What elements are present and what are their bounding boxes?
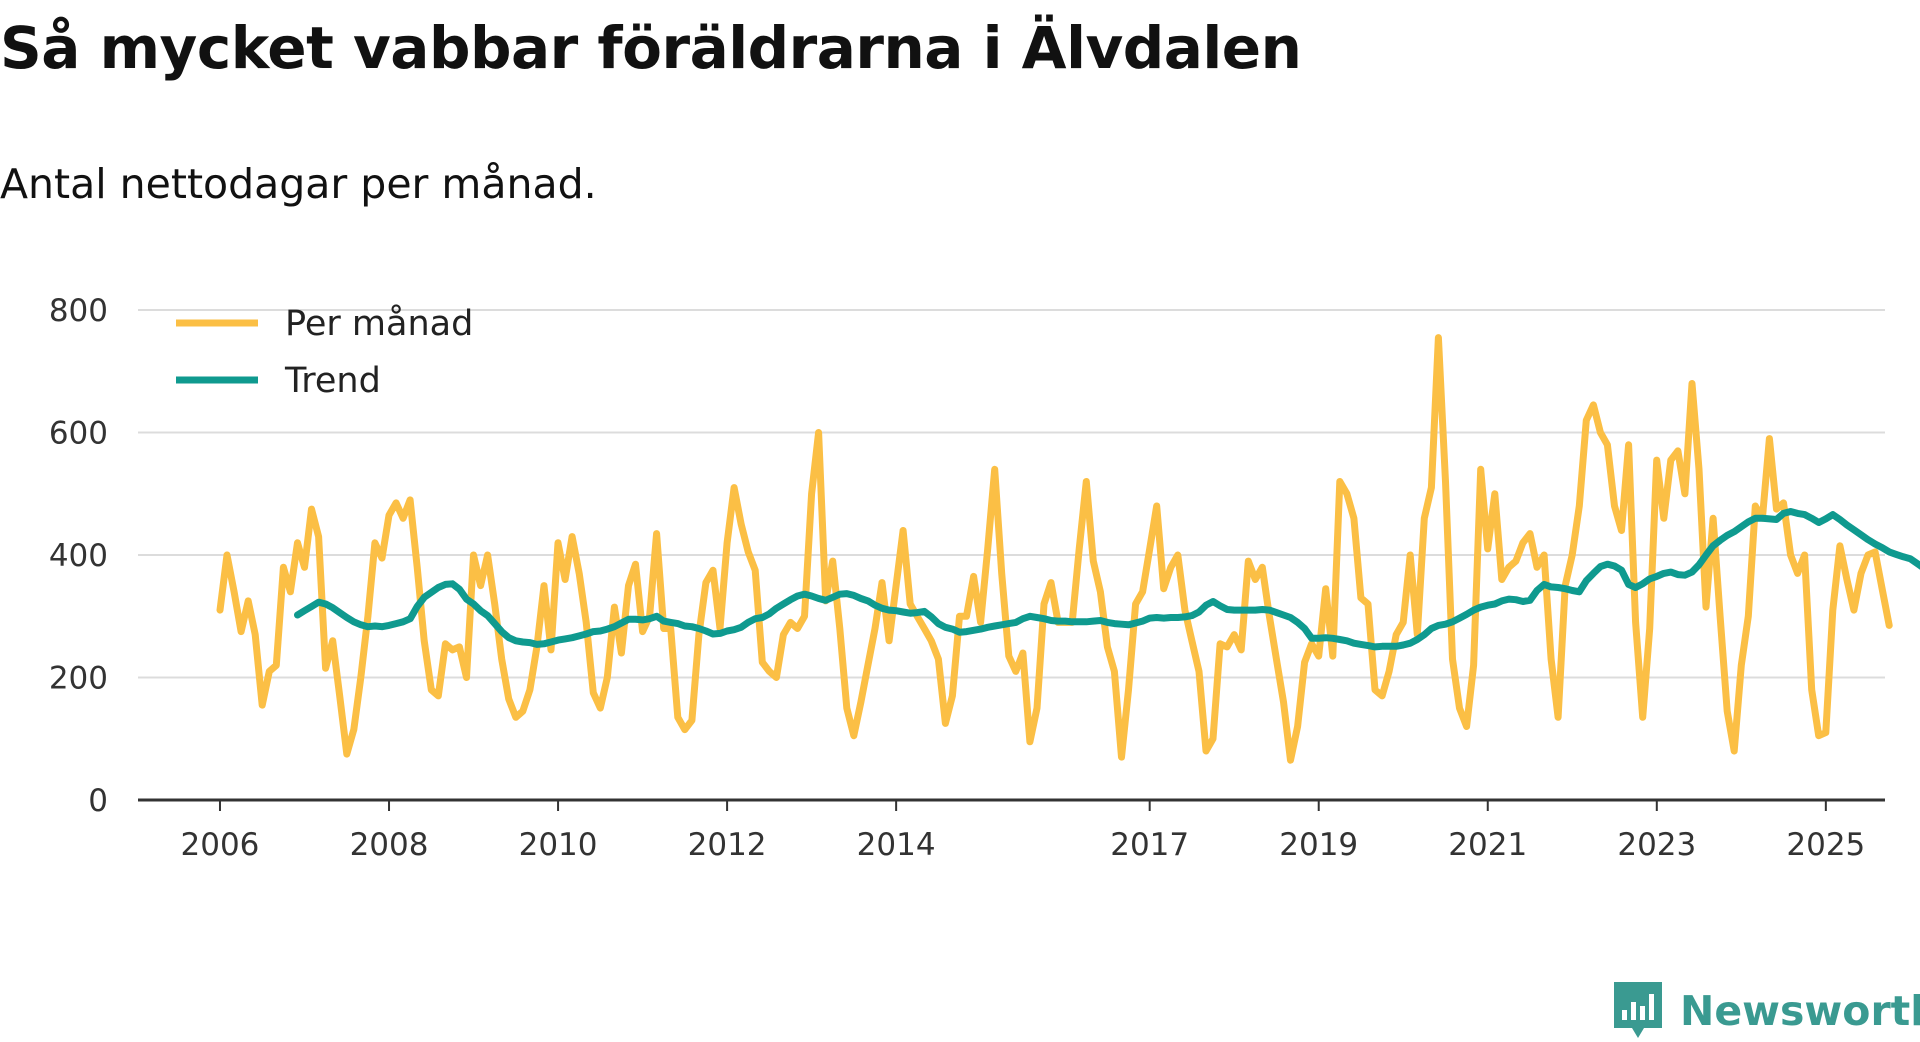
legend-label-trend: Trend: [284, 361, 381, 401]
x-tick-label: 2006: [181, 827, 260, 863]
y-tick-label: 200: [49, 661, 108, 697]
x-tick-label: 2023: [1617, 827, 1696, 863]
x-tick-label: 2008: [350, 827, 429, 863]
y-tick-label: 400: [49, 538, 108, 574]
newsworthy-logo[interactable]: Newsworthy: [1612, 980, 1920, 1042]
y-tick-label: 800: [49, 293, 108, 329]
x-tick-label: 2014: [857, 827, 936, 863]
y-tick-label: 0: [88, 783, 108, 819]
x-axis: 2006 2008 2010 2012 2014 2017 2019 2021 2023 2025: [138, 800, 1885, 863]
newsworthy-logo-icon: [1612, 980, 1664, 1042]
brand-name: Newsworthy: [1680, 987, 1920, 1035]
x-tick-label: 2017: [1110, 827, 1189, 863]
legend: Per månad Trend: [176, 303, 473, 401]
x-tick-label: 2019: [1279, 827, 1358, 863]
x-tick-label: 2012: [688, 827, 767, 863]
legend-label-per-manad: Per månad: [285, 303, 473, 344]
series-group: [220, 338, 1920, 761]
series-line-per-manad: [220, 338, 1889, 761]
x-tick-label: 2010: [519, 827, 598, 863]
y-tick-label: 600: [49, 416, 108, 452]
y-axis-ticks: 0 200 400 600 800: [49, 293, 108, 819]
x-tick-label: 2021: [1448, 827, 1527, 863]
x-tick-label: 2025: [1786, 827, 1865, 863]
